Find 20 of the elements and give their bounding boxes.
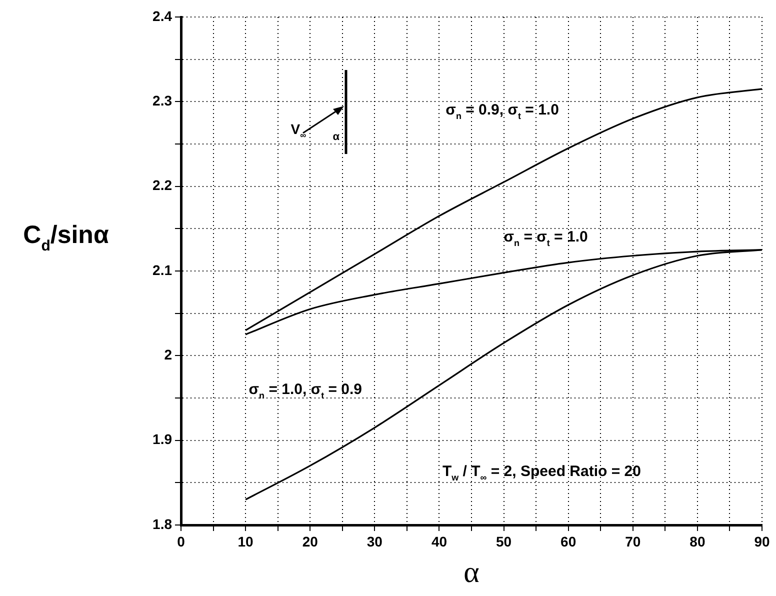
x-tick-label: 0 — [177, 533, 186, 550]
x-tick-label: 90 — [754, 533, 770, 550]
annotation: α — [332, 130, 340, 143]
y-tick-label: 2 — [164, 346, 172, 363]
y-tick-label: 2.1 — [152, 262, 172, 278]
x-tick-label: 50 — [496, 533, 512, 550]
x-tick-label: 20 — [302, 533, 318, 550]
x-tick-label: 40 — [431, 533, 448, 550]
x-tick-label: 80 — [690, 533, 706, 550]
x-tick-label: 10 — [238, 533, 254, 550]
x-axis-title: α — [464, 556, 480, 589]
y-tick-label: 1.9 — [152, 431, 172, 448]
x-tick-label: 70 — [625, 533, 641, 550]
x-tick-label: 60 — [560, 533, 576, 550]
x-tick-label: 30 — [366, 533, 383, 550]
y-tick-label: 2.2 — [152, 177, 172, 194]
annotation: V∞ — [290, 120, 306, 140]
y-tick-label: 1.8 — [152, 516, 172, 532]
y-tick-label: 2.3 — [152, 92, 172, 109]
y-tick-label: 2.4 — [152, 8, 172, 24]
